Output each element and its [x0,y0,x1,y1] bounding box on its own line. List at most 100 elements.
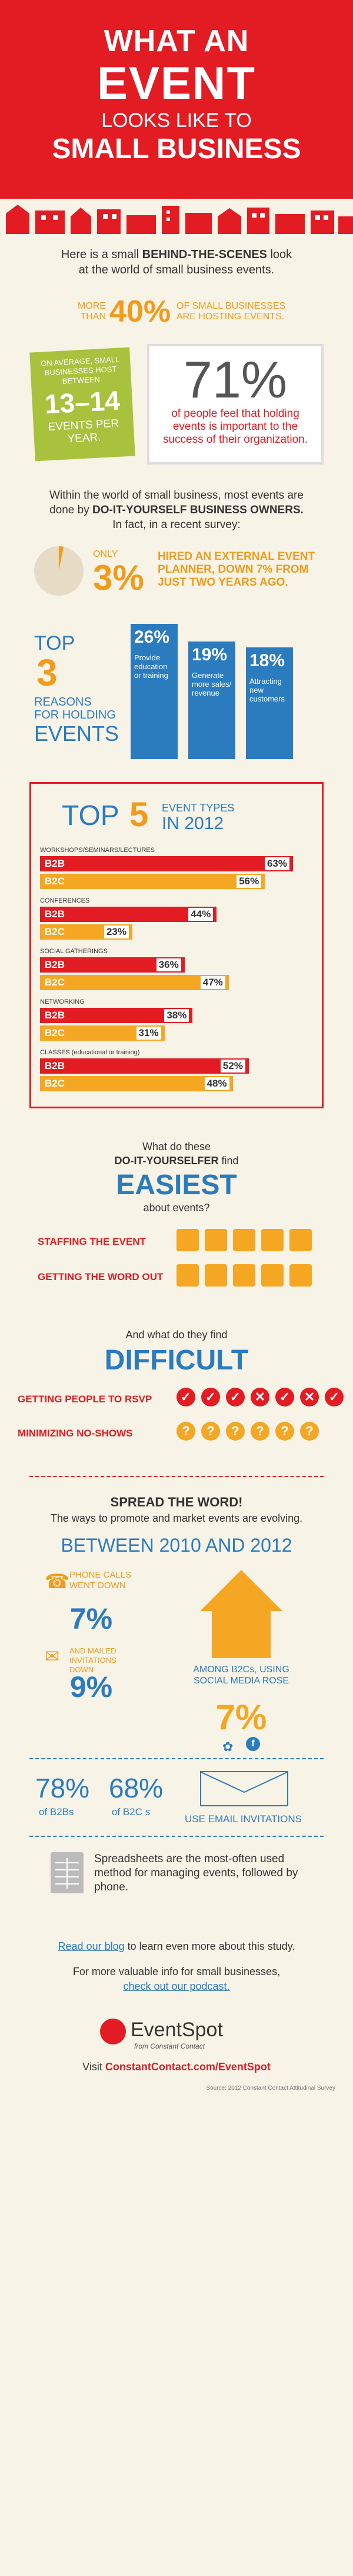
speech-bubble-icon [233,1264,255,1287]
spread-title: SPREAD THE WORD! [110,1495,243,1509]
person-icon [289,1229,312,1251]
b2c-label: B2C [45,926,65,937]
email-b2c-label: of B2C s [112,1806,151,1817]
event-type-label: CONFERENCES [40,897,90,904]
email-text: USE EMAIL INVITATIONS [185,1813,302,1825]
mail-text: AND MAILED INVITATIONS DOWN [69,1646,116,1674]
social-text: AMONG B2Cs, USING SOCIAL MEDIA ROSE [193,1665,289,1686]
eventspot-url[interactable]: ConstantContact.com/EventSpot [105,2061,271,2073]
difficult-title: DIFFICULT [104,1345,249,1376]
phone-pct: 7% [69,1602,113,1635]
b2c-value: 56% [237,875,262,888]
phone-icon: ☎ [45,1571,70,1593]
reason-bar-3: 18% Attracting new customers [246,647,293,759]
logo-mark-icon [100,2019,126,2044]
b2c-label: B2C [45,1027,65,1038]
email-b2c-pct: 68% [109,1773,164,1803]
rise-arrow [200,1570,282,1611]
difficult-section: And what do they find DIFFICULT GETTING … [0,1329,353,1464]
b2b-bar: B2B 52% [40,1058,249,1074]
easiest-section: What do these DO-IT-YOURSELFER find EASI… [0,1141,353,1317]
easiest-q2: DO-IT-YOURSELFER [114,1155,219,1167]
easiest-q3: find [221,1155,239,1167]
b2b-value: 38% [164,1009,189,1022]
podcast-link[interactable]: check out our podcast. [123,1980,230,1992]
more-than-text: OF SMALL BUSINESSES ARE HOSTING EVENTS. [176,301,286,322]
difficult-row1-label: GETTING PEOPLE TO RSVP [18,1394,152,1405]
spreadsheet-icon [51,1852,84,1893]
intro-text-3: look at the world of small business even… [78,248,292,276]
blog-link[interactable]: Read our blog [58,1940,125,1952]
person-icon [205,1229,227,1251]
b2b-label: B2B [45,1060,65,1071]
avg-number: 13–14 [44,385,121,420]
b2c-value: 48% [204,1077,229,1090]
b2c-value: 31% [136,1027,161,1040]
event-type-label: CLASSES (educational or training) [40,1049,140,1056]
logo-sub: from Constant Contact [134,2042,205,2050]
diy-text-2: DO-IT-YOURSELF BUSINESS OWNERS. [92,504,304,516]
info-text: For more valuable info for small busines… [72,1966,281,1977]
intro-text: Here is a small BEHIND-THE-SCENES look a… [0,247,353,278]
speech-bubble-icon [205,1264,227,1287]
reason-text-1: Provide education or training [134,653,168,680]
email-section: 78% of B2Bs 68% of B2C s USE EMAIL INVIT… [29,1758,324,1837]
b2b-value: 52% [220,1060,245,1073]
reasons-num: 3 [36,651,58,694]
question-icon: ? [300,1422,319,1441]
header: WHAT AN EVENT LOOKS LIKE TO SMALL BUSINE… [0,0,353,199]
skyline-icon [6,205,353,234]
b2c-bar: B2C 31% [40,1025,165,1041]
blog-text: to learn even more about this study. [127,1940,295,1952]
b2b-label: B2B [45,959,65,970]
check-icon: ✓ [275,1388,294,1406]
question-icon: ? [201,1422,220,1441]
logo-name: EventSpot [131,2019,223,2041]
visit-label: Visit [82,2061,102,2073]
x-icon: ✕ [251,1388,269,1406]
phone-text: PHONE CALLS WENT DOWN [69,1570,132,1591]
reasons-top: TOP [34,632,75,654]
divider [29,1476,324,1477]
speech-bubble-icon [261,1264,284,1287]
b2b-bar: B2B 63% [40,856,293,871]
question-icon: ? [226,1422,245,1441]
email-icon [200,1771,288,1806]
person-icon [233,1229,255,1251]
check-icon: ✓ [201,1388,220,1406]
mail-icon: ✉ [45,1647,60,1666]
b2b-bar: B2B 38% [40,1008,193,1023]
top5-sub1: EVENT TYPES [162,802,235,814]
facebook-icon: f [246,1737,260,1751]
reasons-label3: EVENTS [34,721,119,746]
more-than-stat: MORE THAN 40% OF SMALL BUSINESSES ARE HO… [0,294,353,329]
difficult-row2-label: MINIMIZING NO-SHOWS [18,1428,133,1439]
b2c-bar: B2C 56% [40,874,265,889]
speech-bubble-icon [289,1264,312,1287]
intro-text-1: Here is a small [61,248,139,261]
b2b-value: 63% [264,857,289,870]
email-b2b-label: of B2Bs [39,1806,74,1817]
top5-frame [29,782,324,1108]
person-icon [261,1229,284,1251]
more-than-pct: 40% [109,295,171,329]
avg-events-stat: ON AVERAGE, SMALL BUSINESSES HOST BETWEE… [0,344,353,467]
title-line4: SMALL BUSINESS [52,133,301,165]
diy-text-1: Within the world of small business, most… [49,489,304,516]
top5-top: TOP [62,800,119,831]
diy-text: Within the world of small business, most… [0,488,353,532]
b2b-label: B2B [45,858,65,869]
top5-sub2: IN 2012 [162,814,224,833]
b2b-bar: B2B 44% [40,907,217,922]
reason-pct-2: 19% [192,645,228,664]
b2b-label: B2B [45,908,65,920]
intro-text-2: BEHIND-THE-SCENES [142,248,267,261]
reason-text-3: Attracting new customers [249,677,285,703]
blog-line: Read our blog to learn even more about t… [0,1940,353,1953]
b2c-bar: B2C 48% [40,1076,233,1091]
more-than-prefix: MORE THAN [78,301,106,322]
social-card: AMONG B2Cs, USING SOCIAL MEDIA ROSE 7% ✿… [176,1570,306,1754]
stat-71-card: 71% of people feel that holding events i… [147,344,324,465]
question-icon: ? [275,1422,294,1441]
b2c-value: 23% [104,926,129,938]
